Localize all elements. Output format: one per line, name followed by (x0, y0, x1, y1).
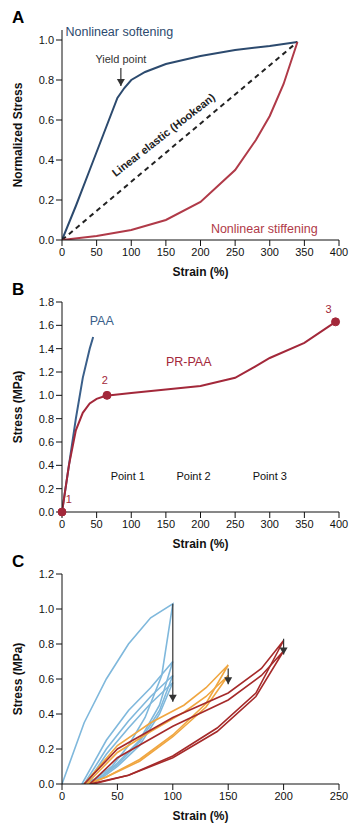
svg-text:Point 3: Point 3 (253, 470, 287, 482)
svg-text:PAA: PAA (90, 314, 115, 328)
svg-text:350: 350 (295, 518, 313, 530)
svg-text:0.2: 0.2 (39, 743, 54, 755)
svg-text:Strain (%): Strain (%) (172, 809, 228, 823)
svg-text:300: 300 (261, 246, 279, 258)
svg-text:0.6: 0.6 (39, 436, 54, 448)
svg-text:0.8: 0.8 (39, 413, 54, 425)
svg-text:0: 0 (59, 518, 65, 530)
svg-text:0.8: 0.8 (39, 638, 54, 650)
svg-text:150: 150 (157, 246, 175, 258)
svg-text:Strain (%): Strain (%) (172, 537, 228, 551)
svg-text:Yield point: Yield point (95, 53, 146, 65)
svg-text:Nonlinear softening: Nonlinear softening (65, 25, 173, 39)
svg-text:0.0: 0.0 (39, 778, 54, 790)
svg-text:0.6: 0.6 (39, 673, 54, 685)
svg-text:200: 200 (274, 790, 292, 802)
svg-text:50: 50 (91, 518, 103, 530)
svg-text:0: 0 (59, 246, 65, 258)
svg-text:1.0: 1.0 (39, 34, 54, 46)
html-text:A: A (12, 8, 25, 27)
svg-text:PR-PAA: PR-PAA (166, 355, 212, 369)
svg-text:0.2: 0.2 (39, 483, 54, 495)
svg-text:1.0: 1.0 (39, 603, 54, 615)
svg-text:1.8: 1.8 (39, 296, 54, 308)
svg-text:1: 1 (66, 493, 72, 505)
svg-text:400: 400 (330, 518, 348, 530)
svg-text:0.2: 0.2 (39, 194, 54, 206)
svg-text:0.8: 0.8 (39, 74, 54, 86)
svg-text:50: 50 (91, 246, 103, 258)
svg-text:200: 200 (191, 518, 209, 530)
svg-text:Stress (MPa): Stress (MPa) (11, 643, 25, 716)
svg-text:Nonlinear stiffening: Nonlinear stiffening (211, 222, 318, 236)
svg-text:2: 2 (102, 374, 108, 386)
svg-text:3: 3 (326, 303, 332, 315)
svg-text:0.6: 0.6 (39, 114, 54, 126)
svg-text:Stress (MPa): Stress (MPa) (11, 371, 25, 444)
svg-text:0: 0 (59, 790, 65, 802)
svg-text:100: 100 (164, 790, 182, 802)
svg-text:0.0: 0.0 (39, 506, 54, 518)
svg-text:300: 300 (261, 518, 279, 530)
svg-text:Normalized Stress: Normalized Stress (11, 82, 25, 187)
svg-text:0.0: 0.0 (39, 234, 54, 246)
svg-text:Point 2: Point 2 (176, 470, 210, 482)
svg-text:1.2: 1.2 (39, 568, 54, 580)
svg-text:350: 350 (295, 246, 313, 258)
svg-text:250: 250 (226, 246, 244, 258)
svg-text:250: 250 (330, 790, 348, 802)
svg-text:Strain (%): Strain (%) (172, 265, 228, 279)
svg-text:100: 100 (122, 246, 140, 258)
svg-text:1.2: 1.2 (39, 366, 54, 378)
svg-text:50: 50 (111, 790, 123, 802)
svg-text:1.4: 1.4 (39, 343, 54, 355)
svg-text:Linear elastic (Hookean): Linear elastic (Hookean) (110, 91, 218, 179)
html-text:C: C (12, 552, 25, 571)
svg-text:0.4: 0.4 (39, 708, 54, 720)
svg-text:400: 400 (330, 246, 348, 258)
svg-text:200: 200 (191, 246, 209, 258)
svg-text:150: 150 (157, 518, 175, 530)
svg-text:0.4: 0.4 (39, 154, 54, 166)
html-text:B: B (12, 280, 25, 299)
svg-text:1.0: 1.0 (39, 389, 54, 401)
svg-text:250: 250 (226, 518, 244, 530)
svg-text:1.6: 1.6 (39, 319, 54, 331)
svg-text:Point 1: Point 1 (111, 470, 145, 482)
svg-text:0.4: 0.4 (39, 459, 54, 471)
svg-text:100: 100 (122, 518, 140, 530)
svg-text:150: 150 (219, 790, 237, 802)
